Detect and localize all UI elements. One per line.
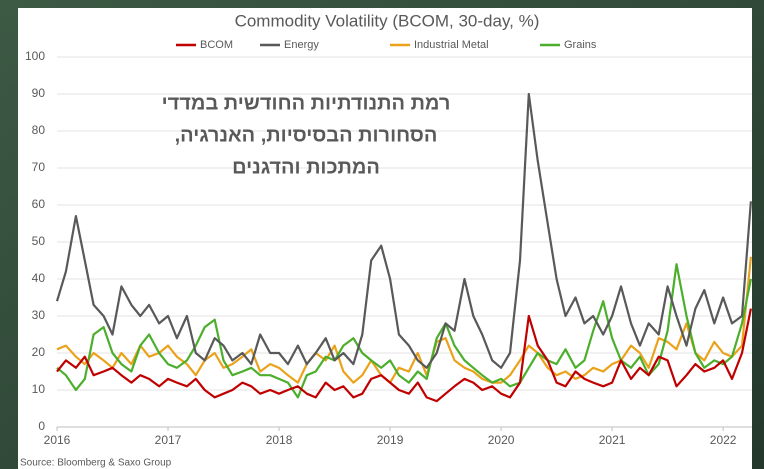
y-tick-label: 100 xyxy=(25,49,45,63)
chart-title: Commodity Volatility (BCOM, 30-day, %) xyxy=(235,11,540,30)
y-tick-label: 40 xyxy=(32,271,46,285)
x-tick-label: 2017 xyxy=(155,433,182,447)
annotation: הסחורות הבסיסיות, האנרגיה, xyxy=(175,124,438,146)
chart-panel xyxy=(18,8,752,469)
legend-label: Industrial Metal xyxy=(414,39,489,51)
series-line xyxy=(56,263,752,399)
y-tick-label: 0 xyxy=(38,419,45,433)
series-line xyxy=(56,308,752,403)
y-tick-label: 50 xyxy=(32,234,46,248)
x-tick-label: 2019 xyxy=(377,433,404,447)
legend-label: Energy xyxy=(284,39,319,51)
legend-label: Grains xyxy=(564,39,597,51)
annotation: המתכות והדגנים xyxy=(232,156,380,178)
x-tick-label: 2018 xyxy=(266,433,293,447)
y-tick-label: 10 xyxy=(32,382,46,396)
series-line xyxy=(55,92,752,369)
annotation: רמת התנודתיות החודשית במדדי xyxy=(162,92,451,114)
y-tick-label: 70 xyxy=(32,160,46,174)
y-tick-label: 60 xyxy=(32,197,46,211)
x-tick-label: 2021 xyxy=(599,433,626,447)
x-tick-label: 2022 xyxy=(710,433,737,447)
source-note: Source: Bloomberg & Saxo Group xyxy=(20,458,172,469)
x-tick-label: 2016 xyxy=(44,433,71,447)
legend-label: BCOM xyxy=(200,39,233,51)
x-tick-label: 2020 xyxy=(488,433,515,447)
y-tick-label: 30 xyxy=(32,308,46,322)
series-line xyxy=(56,256,752,384)
y-tick-label: 80 xyxy=(32,123,46,137)
y-tick-label: 20 xyxy=(32,345,46,359)
y-tick-label: 90 xyxy=(32,86,46,100)
